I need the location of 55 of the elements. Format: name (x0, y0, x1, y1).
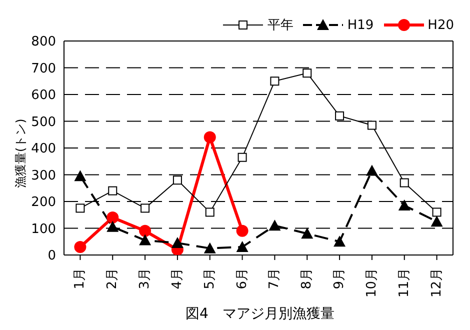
point (74, 170, 86, 182)
point (204, 131, 216, 144)
x-tick-label: 10月 (364, 268, 380, 298)
point (270, 76, 280, 86)
point (335, 111, 344, 120)
point (334, 236, 346, 247)
y-tick-label: 100 (31, 222, 56, 237)
legend-label: H20 (428, 18, 454, 32)
point (366, 164, 378, 176)
y-tick-label: 400 (31, 142, 56, 157)
point (400, 178, 409, 188)
point (301, 228, 314, 239)
y-tick-label: 500 (31, 114, 56, 130)
y-axis-title: 漁獲量(トン) (13, 118, 28, 188)
legend-label: H19 (347, 18, 374, 32)
x-tick-label: 3月 (138, 268, 153, 290)
point (171, 236, 184, 248)
point (172, 176, 182, 185)
y-tick-label: 200 (31, 195, 56, 210)
point (398, 200, 410, 211)
point (106, 212, 119, 224)
point (430, 216, 443, 227)
point (238, 152, 247, 162)
x-tick-label: 11月 (396, 268, 412, 298)
x-tick-label: 2月 (105, 268, 120, 290)
point (268, 220, 281, 231)
point (139, 224, 152, 237)
y-tick-label: 700 (31, 61, 56, 76)
x-tick-label: 4月 (170, 268, 185, 290)
legend-label: 平年 (267, 17, 294, 34)
point (236, 240, 248, 252)
y-tick-label: 0 (48, 248, 56, 264)
x-tick-label: 7月 (267, 268, 282, 290)
point (74, 240, 86, 253)
point (205, 208, 214, 217)
y-tick-label: 600 (31, 88, 56, 104)
x-tick-label: 9月 (332, 268, 348, 290)
point (108, 186, 118, 196)
x-tick-label: 8月 (300, 268, 315, 290)
point (236, 224, 248, 237)
x-tick-label: 6月 (234, 268, 250, 290)
point (76, 204, 85, 213)
point (302, 68, 312, 78)
x-tick-label: 5月 (202, 268, 218, 290)
point (140, 204, 150, 213)
y-tick-label: 300 (31, 168, 56, 184)
point (204, 242, 216, 254)
point (432, 208, 442, 217)
text: 図4 マアジ月別漁獲量 (184, 305, 336, 323)
point (367, 120, 376, 130)
x-tick-label: 1月 (72, 268, 88, 290)
point (139, 234, 152, 246)
y-tick-label: 800 (31, 34, 56, 50)
x-tick-label: 12月 (429, 268, 444, 298)
point (106, 220, 119, 232)
